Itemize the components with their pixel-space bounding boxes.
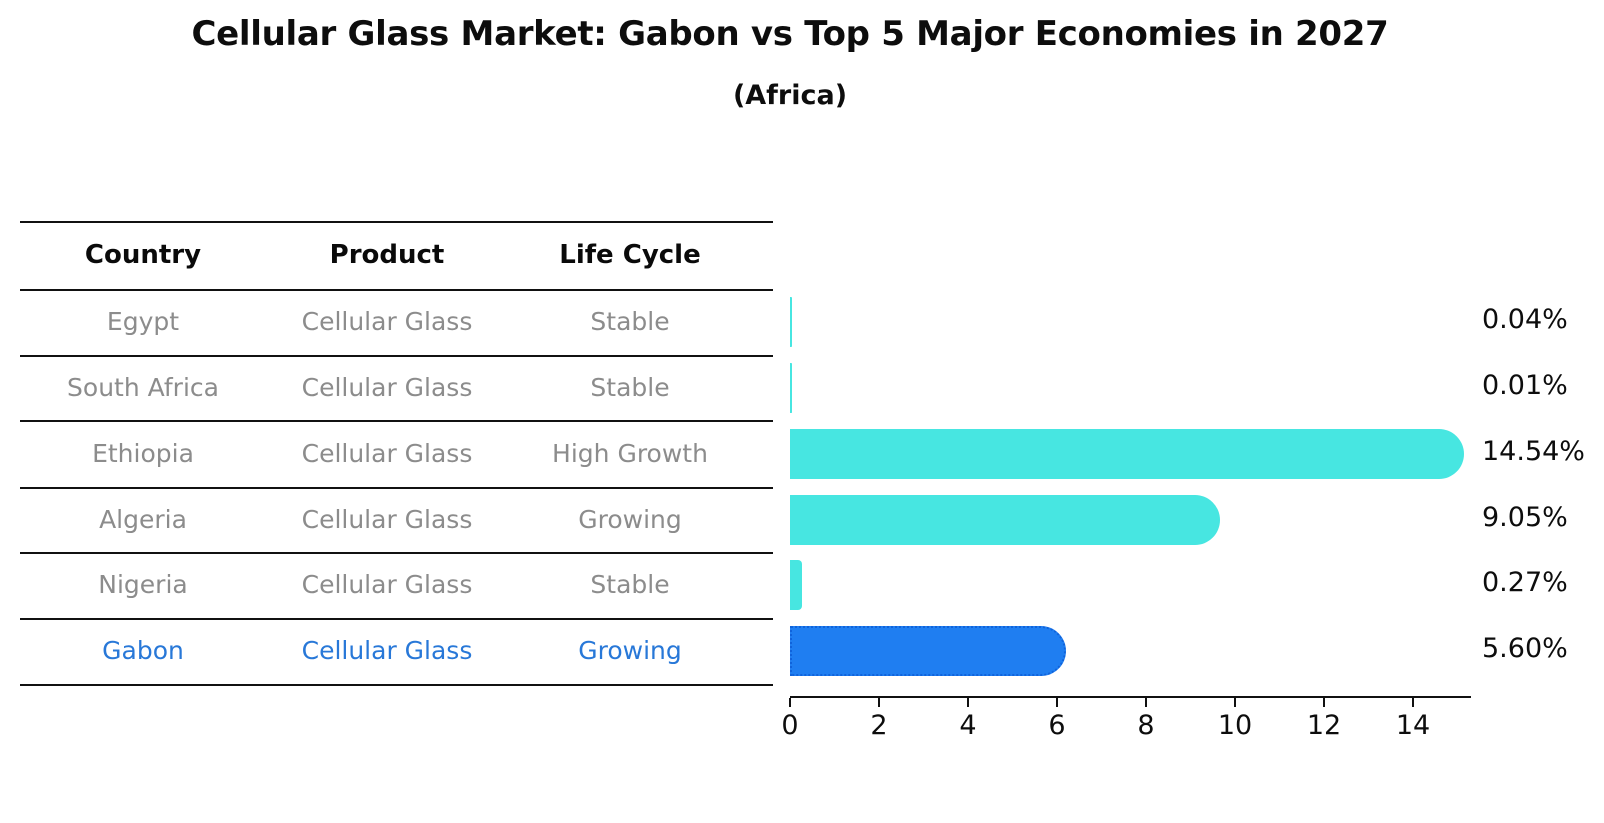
- x-axis-tick-label-10: 10: [1217, 710, 1253, 741]
- chart-title: Cellular Glass Market: Gabon vs Top 5 Ma…: [191, 14, 1389, 54]
- x-axis-tick-label-2: 2: [870, 710, 888, 741]
- x-axis-tick-label-12: 12: [1306, 710, 1342, 741]
- x-axis-tick-10: [1234, 698, 1236, 707]
- table-cell-product-egypt: Cellular Glass: [301, 307, 473, 336]
- table-header-product: Product: [329, 240, 445, 270]
- value-label-south-africa: 0.01%: [1482, 369, 1568, 401]
- x-axis-tick-label-14: 14: [1395, 710, 1431, 741]
- value-label-nigeria: 0.27%: [1482, 567, 1568, 598]
- table-separator-line: [20, 618, 773, 620]
- x-axis-tick-14: [1412, 698, 1414, 707]
- table-separator-line: [20, 420, 773, 422]
- table-cell-product-south-africa: Cellular Glass: [301, 373, 473, 402]
- table-separator-line: [20, 355, 773, 357]
- bar-ethiopia: [790, 428, 1465, 479]
- table-cell-country-algeria: Algeria: [99, 505, 187, 534]
- value-label-algeria: 9.05%: [1482, 501, 1568, 533]
- x-axis-tick-0: [789, 698, 791, 707]
- table-cell-country-gabon: Gabon: [102, 636, 184, 665]
- table-header-country: Country: [84, 240, 202, 270]
- x-axis-tick-8: [1145, 698, 1147, 707]
- table-separator-line: [20, 487, 773, 489]
- table-cell-product-nigeria: Cellular Glass: [301, 570, 473, 599]
- chart-subtitle: (Africa): [732, 80, 848, 111]
- table-cell-life-cycle-ethiopia: High Growth: [552, 439, 708, 468]
- value-label-ethiopia: 14.54%: [1482, 435, 1585, 467]
- x-axis-tick-4: [967, 698, 969, 707]
- table-cell-life-cycle-gabon: Growing: [578, 636, 682, 665]
- table-separator-line: [20, 221, 773, 223]
- bar-algeria: [790, 494, 1220, 545]
- table-header-life-cycle: Life Cycle: [559, 240, 701, 270]
- x-axis-line: [790, 696, 1471, 698]
- table-cell-country-south-africa: South Africa: [67, 373, 219, 402]
- table-cell-product-gabon: Cellular Glass: [301, 636, 473, 665]
- table-cell-product-algeria: Cellular Glass: [301, 505, 473, 534]
- bar-gabon: [790, 626, 1067, 676]
- x-axis-tick-label-8: 8: [1137, 710, 1155, 741]
- x-axis-tick-label-6: 6: [1048, 710, 1066, 741]
- x-axis-tick-6: [1056, 698, 1058, 707]
- value-label-gabon: 5.60%: [1482, 633, 1568, 664]
- x-axis-tick-2: [878, 698, 880, 707]
- table-cell-life-cycle-south-africa: Stable: [590, 373, 670, 402]
- x-axis-tick-12: [1323, 698, 1325, 707]
- table-separator-line: [20, 289, 773, 291]
- table-separator-line: [20, 684, 773, 686]
- table-cell-life-cycle-algeria: Growing: [578, 505, 682, 534]
- table-separator-line: [20, 552, 773, 554]
- table-cell-product-ethiopia: Cellular Glass: [301, 439, 473, 468]
- table-cell-life-cycle-nigeria: Stable: [590, 570, 670, 599]
- table-cell-life-cycle-egypt: Stable: [590, 307, 670, 336]
- table-cell-country-egypt: Egypt: [106, 307, 180, 336]
- table-cell-country-ethiopia: Ethiopia: [92, 439, 194, 468]
- table-cell-country-nigeria: Nigeria: [98, 570, 188, 599]
- bar-south-africa: [790, 362, 792, 413]
- bar-egypt: [790, 297, 792, 347]
- x-axis-tick-label-4: 4: [959, 710, 977, 741]
- x-axis-tick-label-0: 0: [781, 710, 799, 741]
- bar-nigeria: [790, 560, 802, 610]
- value-label-egypt: 0.04%: [1482, 304, 1568, 335]
